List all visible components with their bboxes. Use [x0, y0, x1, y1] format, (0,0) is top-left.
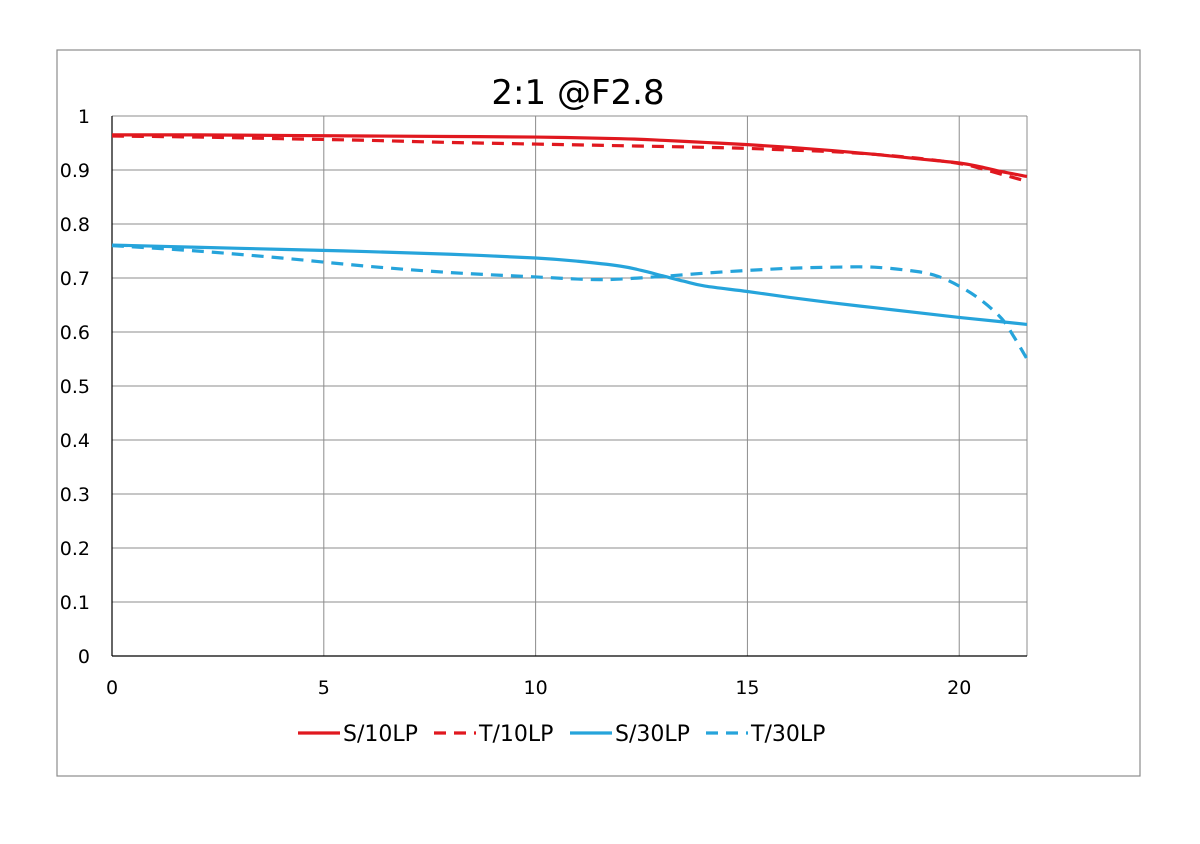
- x-tick-label: 15: [735, 677, 759, 699]
- y-tick-labels: 0 0.1 0.2 0.3 0.4 0.5 0.6 0.7 0.8 0.9 1: [60, 106, 90, 668]
- legend-label-s-10lp: S/10LP: [343, 722, 418, 747]
- y-tick-label: 0.2: [60, 538, 90, 560]
- series-line-s-30lp: [111, 243, 1028, 327]
- grid-lines: [112, 115, 1028, 656]
- y-tick-label: 0.5: [60, 376, 90, 398]
- y-tick-label: 0.3: [60, 484, 90, 506]
- y-tick-label: 1: [78, 106, 90, 128]
- series-lines: [111, 133, 1029, 360]
- x-tick-labels: 0 5 10 15 20: [106, 677, 971, 699]
- x-tick-label: 0: [106, 677, 118, 699]
- y-tick-label: 0.6: [60, 322, 90, 344]
- y-tick-label: 0.7: [60, 268, 90, 290]
- y-tick-label: 0.9: [60, 160, 90, 182]
- x-tick-label: 20: [947, 677, 971, 699]
- legend-label-s-30lp: S/30LP: [615, 722, 690, 747]
- x-tick-label: 10: [524, 677, 548, 699]
- legend-label-t-10lp: T/10LP: [478, 722, 553, 747]
- axes: [111, 116, 1027, 657]
- x-tick-label: 5: [318, 677, 330, 699]
- chart-title: 2:1 @F2.8: [491, 73, 664, 113]
- legend: S/10LP T/10LP S/30LP T/30LP: [298, 722, 825, 747]
- y-tick-label: 0.1: [60, 592, 90, 614]
- y-tick-label: 0.4: [60, 430, 90, 452]
- series-line-t-10lp: [111, 134, 1028, 183]
- y-tick-label: 0: [78, 646, 90, 668]
- chart-frame: [56, 49, 1141, 777]
- y-tick-label: 0.8: [60, 214, 90, 236]
- legend-label-t-30lp: T/30LP: [750, 722, 825, 747]
